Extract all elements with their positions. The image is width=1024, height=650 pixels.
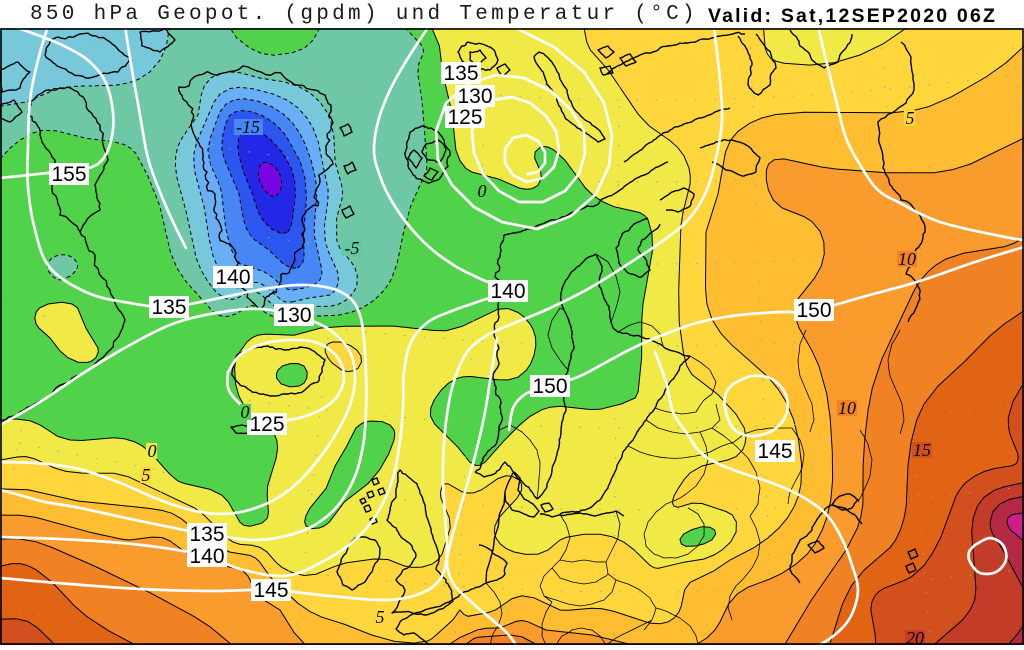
svg-text:0: 0	[148, 441, 157, 461]
svg-text:150: 150	[796, 299, 831, 322]
svg-text:5: 5	[376, 607, 385, 627]
svg-text:155: 155	[51, 163, 86, 186]
svg-text:20: 20	[906, 628, 924, 645]
svg-text:130: 130	[457, 85, 492, 108]
svg-text:145: 145	[757, 440, 792, 463]
svg-text:140: 140	[490, 280, 525, 303]
svg-text:-5: -5	[345, 238, 360, 258]
svg-text:125: 125	[447, 106, 482, 129]
svg-text:15: 15	[913, 440, 931, 460]
svg-text:150: 150	[532, 375, 567, 398]
svg-text:5: 5	[906, 108, 915, 128]
svg-text:135: 135	[151, 296, 186, 319]
svg-text:145: 145	[253, 579, 288, 602]
svg-text:130: 130	[276, 304, 311, 327]
svg-text:0: 0	[241, 402, 250, 422]
svg-text:10: 10	[838, 398, 856, 418]
svg-text:135: 135	[189, 523, 224, 546]
svg-text:140: 140	[189, 545, 224, 568]
svg-text:5: 5	[142, 465, 151, 485]
svg-text:0: 0	[478, 181, 487, 201]
svg-text:125: 125	[249, 413, 284, 436]
svg-text:-15: -15	[236, 117, 260, 137]
svg-text:140: 140	[215, 266, 250, 289]
svg-text:135: 135	[443, 62, 478, 85]
svg-text:10: 10	[898, 249, 916, 269]
